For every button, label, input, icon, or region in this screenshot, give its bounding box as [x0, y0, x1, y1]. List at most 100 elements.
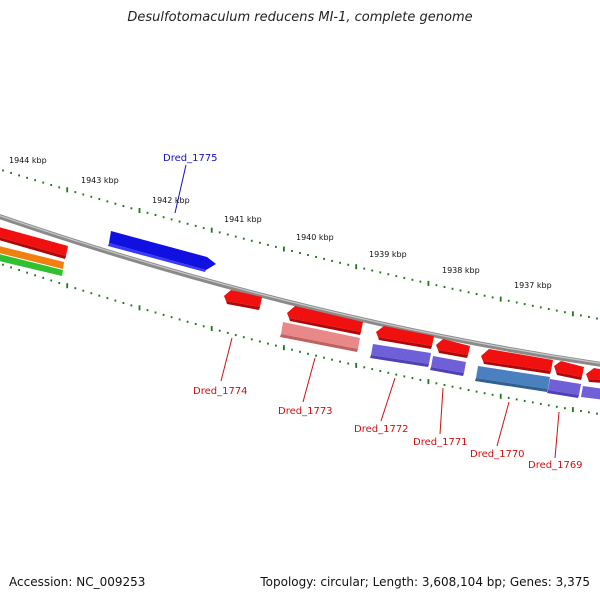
upper-row-minor-tick — [122, 205, 125, 207]
lower-row-minor-tick — [162, 313, 165, 316]
upper-row-minor-tick — [531, 304, 534, 307]
upper-row-minor-tick — [515, 301, 518, 304]
upper-row-major-tick — [355, 264, 358, 270]
upper-row-major-tick — [66, 187, 69, 193]
scale-label-1942: 1942 kbp — [152, 196, 190, 205]
lower-row-minor-tick — [82, 289, 85, 292]
lower-row-minor-tick — [242, 336, 245, 339]
upper-row-minor-tick — [339, 261, 341, 264]
gene-dred-1771[interactable] — [436, 339, 470, 358]
left-red-feature-shade — [0, 237, 66, 259]
gene-label-dred-1773[interactable]: Dred_1773 — [278, 406, 333, 417]
upper-row-minor-tick — [162, 216, 165, 219]
upper-row-major-tick — [210, 227, 213, 233]
lower-row-minor-tick — [467, 389, 470, 391]
upper-row-minor-tick — [259, 241, 261, 244]
upper-row-minor-tick — [234, 235, 237, 238]
lower-row-minor-tick — [234, 334, 237, 337]
callout-line-dred-1771 — [439, 387, 444, 435]
upper-row-minor-tick — [34, 179, 36, 182]
lower-row-minor-tick — [50, 279, 53, 282]
left-green-feature — [0, 254, 63, 276]
lower-row-minor-tick — [547, 404, 550, 407]
lower-row-minor-tick — [146, 309, 149, 312]
lower-row-minor-tick — [555, 405, 558, 408]
upper-row-minor-tick — [146, 211, 149, 214]
lower-row-major-tick — [210, 326, 213, 331]
upper-row-minor-tick — [507, 299, 510, 302]
lower-row-minor-tick — [98, 294, 101, 297]
lower-row-minor-tick — [596, 412, 598, 415]
upper-row-minor-tick — [275, 245, 277, 248]
lower-row-minor-tick — [170, 316, 173, 319]
lower-tick-row — [2, 263, 598, 415]
lower-row-minor-tick — [443, 384, 446, 386]
lower-row-minor-tick — [299, 350, 301, 353]
lower-row-major-tick — [355, 362, 358, 368]
lower-row-minor-tick — [387, 371, 390, 374]
upper-row-minor-tick — [226, 233, 229, 236]
lower-row-minor-tick — [331, 358, 333, 361]
gene-label-dred-1774[interactable]: Dred_1774 — [193, 386, 248, 397]
gene-dred-1770[interactable] — [481, 349, 553, 374]
feature-edge-purple — [581, 386, 600, 400]
scale-label-1938: 1938 kbp — [442, 266, 480, 275]
lower-row-minor-tick — [226, 331, 229, 334]
scale-label-1940: 1940 kbp — [296, 233, 334, 242]
lower-row-minor-tick — [363, 366, 366, 369]
upper-row-minor-tick — [114, 202, 117, 205]
upper-row-minor-tick — [387, 273, 390, 276]
gene-label-dred-1771[interactable]: Dred_1771 — [413, 437, 468, 448]
lower-row-minor-tick — [371, 368, 374, 371]
upper-row-minor-tick — [419, 280, 422, 283]
lower-row-minor-tick — [26, 271, 28, 274]
upper-row-minor-tick — [130, 207, 133, 210]
upper-row-minor-tick — [315, 256, 317, 258]
upper-row-minor-tick — [218, 231, 221, 234]
gene-dred-1773[interactable] — [287, 306, 363, 335]
upper-row-minor-tick — [371, 269, 374, 272]
upper-row-minor-tick — [26, 176, 28, 179]
lower-row-minor-tick — [154, 311, 157, 314]
lower-row-minor-tick — [106, 297, 109, 300]
callout-line-dred-1774 — [220, 337, 233, 382]
gene-label-dred-1770[interactable]: Dred_1770 — [470, 449, 525, 460]
upper-row-minor-tick — [186, 222, 189, 225]
upper-row-minor-tick — [347, 263, 350, 266]
upper-row-minor-tick — [42, 181, 45, 184]
callout-line-dred-1772 — [380, 377, 396, 422]
genome-backbone — [0, 214, 600, 367]
upper-row-minor-tick — [50, 184, 53, 186]
gene-label-dred-1772[interactable]: Dred_1772 — [354, 424, 409, 435]
feature-dred-1769-purple — [547, 379, 581, 398]
upper-row-minor-tick — [323, 257, 325, 260]
upper-row-minor-tick — [154, 214, 157, 216]
upper-row-minor-tick — [2, 169, 4, 172]
accession-label: Accession: NC_009253 — [9, 575, 146, 589]
lower-row-major-tick — [572, 407, 574, 413]
upper-row-minor-tick — [74, 191, 77, 194]
gene-dred-1769[interactable] — [554, 361, 584, 380]
gene-dred-1774[interactable] — [224, 290, 262, 310]
gene-label-dred-1769[interactable]: Dred_1769 — [528, 460, 583, 471]
gene-dred-1775[interactable] — [108, 231, 216, 272]
upper-row-minor-tick — [459, 289, 462, 292]
lower-row-minor-tick — [250, 338, 253, 341]
gene-label-dred-1775[interactable]: Dred_1775 — [163, 153, 218, 164]
lower-row-minor-tick — [419, 378, 422, 381]
lower-row-minor-tick — [451, 385, 454, 388]
feature-dred-1773-light — [280, 322, 360, 352]
upper-row-minor-tick — [363, 267, 366, 270]
lower-row-minor-tick — [515, 398, 518, 401]
lower-row-minor-tick — [114, 299, 117, 302]
left-red-feature — [0, 227, 68, 256]
gene-dred-1772[interactable] — [376, 326, 434, 349]
upper-row-minor-tick — [250, 239, 253, 242]
scale-label-1937: 1937 kbp — [514, 281, 552, 290]
lower-row-minor-tick — [130, 304, 133, 307]
lower-row-minor-tick — [483, 392, 486, 395]
callout-line-dred-1769 — [554, 411, 560, 459]
feature-dred-1771-purple — [430, 356, 466, 376]
upper-row-major-tick — [499, 296, 502, 302]
